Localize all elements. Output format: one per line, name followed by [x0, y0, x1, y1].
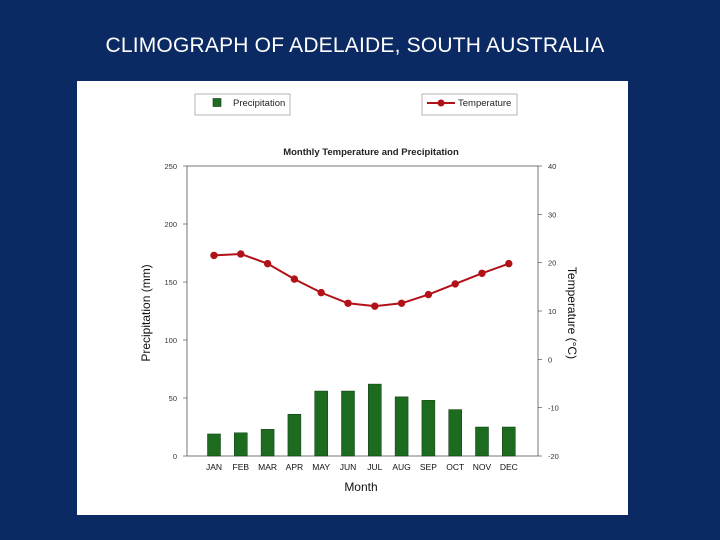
x-tick-label: MAY	[312, 462, 330, 472]
x-tick-label: NOV	[473, 462, 492, 472]
precipitation-bar-may	[314, 390, 328, 457]
x-tick-label: MAR	[258, 462, 277, 472]
temperature-point-aug	[397, 299, 406, 307]
y2-tick-label: 30	[548, 210, 556, 219]
y-axis-right: -20 -10 0 10 20 30 40	[538, 162, 559, 461]
precipitation-bar-sep	[421, 400, 436, 457]
x-tick-label: JAN	[206, 462, 222, 472]
x-axis-label: Month	[344, 480, 377, 494]
plot-frame	[186, 165, 539, 457]
y2-tick-label: 20	[548, 259, 556, 268]
y-tick-label: 150	[164, 278, 177, 287]
climograph-chart: Precipitation Temperature Monthly Temper…	[77, 81, 628, 515]
y2-tick-label: -20	[548, 452, 559, 461]
y2-tick-label: -10	[548, 404, 559, 413]
precipitation-bar-oct	[448, 409, 462, 457]
temperature-point-dec	[505, 259, 513, 268]
temperature-point-nov	[478, 269, 486, 277]
legend-label-precipitation: Precipitation	[233, 98, 285, 109]
legend-item-precipitation: Precipitation	[194, 93, 291, 116]
x-tick-label: JUN	[340, 462, 357, 472]
legend: Precipitation Temperature	[194, 93, 518, 116]
x-tick-label: DEC	[500, 462, 518, 472]
x-tick-label: JUL	[367, 462, 382, 472]
legend-box-temperature	[421, 93, 518, 116]
temperature-series-line	[213, 252, 510, 308]
temperature-point-feb	[237, 250, 245, 258]
x-tick-label: FEB	[233, 462, 250, 472]
y-tick-label: 0	[173, 452, 177, 461]
temperature-point-jul	[371, 302, 379, 310]
chart-title: Monthly Temperature and Precipitation	[283, 147, 459, 158]
precipitation-bar-dec	[502, 426, 516, 457]
chart-canvas: Precipitation Temperature Monthly Temper…	[139, 93, 579, 494]
precipitation-bar-aug	[394, 396, 409, 457]
y-tick-label: 50	[169, 394, 177, 403]
y-axis-right-label: Temperature (°C)	[565, 267, 579, 359]
temperature-point-may	[317, 288, 325, 297]
slide-title: CLIMOGRAPH OF ADELAIDE, SOUTH AUSTRALIA	[105, 34, 605, 57]
precipitation-bar-feb	[234, 432, 248, 457]
precipitation-bar-jan	[207, 433, 221, 457]
temperature-point-oct	[451, 280, 459, 288]
temperature-line	[210, 250, 513, 310]
y2-tick-label: 10	[548, 307, 556, 316]
precipitation-bar-jul	[368, 383, 382, 457]
y-tick-label: 200	[164, 220, 177, 229]
x-tick-label: APR	[286, 462, 303, 472]
x-axis: JAN FEB MAR APR MAY JUN JUL AUG SEP OCT NOV DEC	[206, 462, 518, 472]
temperature-point-sep	[424, 290, 433, 299]
temperature-point-jan	[210, 251, 218, 260]
y-tick-label: 100	[164, 336, 177, 345]
precipitation-bar-jun	[341, 390, 355, 457]
y2-tick-label: 0	[548, 355, 552, 364]
legend-label-temperature: Temperature	[458, 98, 511, 109]
temperature-point-apr	[290, 275, 299, 283]
precipitation-bars	[207, 383, 516, 457]
temperature-point-jun	[344, 299, 352, 307]
y-tick-label: 250	[164, 162, 177, 171]
y-axis-left-label: Precipitation (mm)	[139, 264, 153, 361]
y-axis-left: 0 50 100 150 200 250	[164, 162, 187, 461]
legend-swatch-precipitation	[212, 98, 222, 107]
precipitation-bar-nov	[475, 426, 489, 457]
x-tick-label: SEP	[420, 462, 437, 472]
precipitation-bar-mar	[260, 429, 275, 457]
temperature-point-mar	[263, 259, 272, 268]
y2-tick-label: 40	[548, 162, 556, 171]
x-tick-label: OCT	[446, 462, 464, 472]
legend-marker-temperature	[437, 99, 445, 107]
precipitation-bar-apr	[287, 413, 302, 457]
x-tick-label: AUG	[392, 462, 410, 472]
legend-item-temperature: Temperature	[421, 93, 518, 116]
